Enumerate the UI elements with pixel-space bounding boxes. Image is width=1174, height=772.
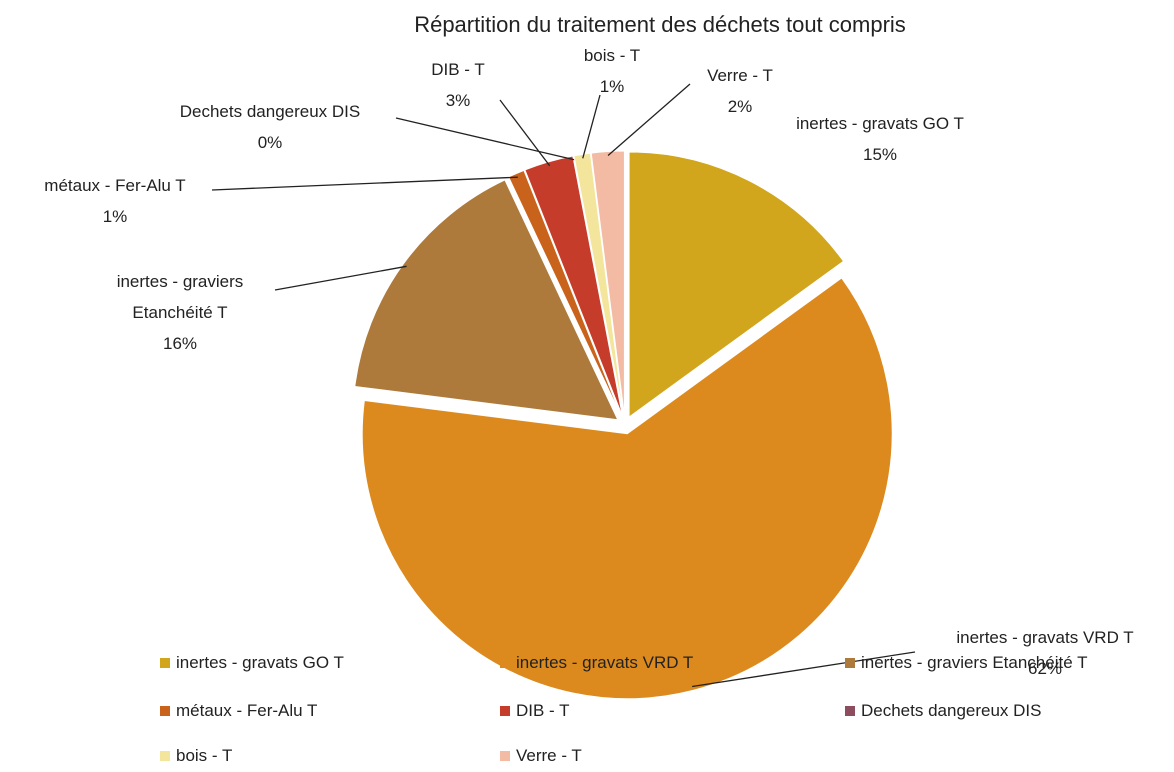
- legend-swatch: [160, 706, 170, 716]
- pie-slice: [524, 155, 623, 417]
- data-label: inertes - gravats VRD T 62%: [915, 622, 1174, 684]
- legend-swatch: [160, 751, 170, 761]
- legend-label: inertes - gravats VRD T: [516, 653, 694, 672]
- legend-label: métaux - Fer-Alu T: [176, 701, 318, 720]
- legend-label: DIB - T: [516, 701, 570, 720]
- data-label-value: 62%: [1027, 659, 1063, 678]
- legend-swatch: [160, 658, 170, 668]
- leader-line: [395, 117, 575, 161]
- leader-line: [582, 94, 601, 159]
- legend-label: inertes - graviers Etanchéité T: [861, 653, 1088, 672]
- legend-swatch: [500, 706, 510, 716]
- data-label-name: Dechets dangereux DIS: [179, 102, 361, 121]
- leader-line: [607, 83, 691, 157]
- data-label-value: 16%: [162, 334, 198, 353]
- data-label-name: inertes - gravats GO T: [796, 114, 964, 133]
- data-label-value: 2%: [727, 97, 753, 116]
- legend-item: inertes - gravats GO T: [160, 653, 344, 673]
- data-label: DIB - T 3%: [398, 54, 518, 116]
- data-label-name: Verre - T: [707, 66, 773, 85]
- pie-slice: [590, 150, 625, 417]
- data-label-name: inertes - gravats VRD T: [956, 628, 1134, 647]
- data-label: Verre - T 2%: [685, 60, 795, 122]
- data-label-value: 3%: [445, 91, 471, 110]
- leader-line: [211, 176, 518, 191]
- legend-item: métaux - Fer-Alu T: [160, 701, 317, 721]
- leader-line: [499, 99, 551, 167]
- legend-swatch: [500, 751, 510, 761]
- pie-slice: [628, 151, 845, 418]
- legend-swatch: [845, 658, 855, 668]
- legend-swatch: [500, 658, 510, 668]
- legend-label: Dechets dangereux DIS: [861, 701, 1042, 720]
- chart-title: Répartition du traitement des déchets to…: [414, 12, 906, 37]
- data-label: inertes - gravats GO T 15%: [750, 108, 1010, 170]
- data-label-value: 1%: [599, 77, 625, 96]
- pie-slice: [354, 179, 619, 421]
- data-label-name: bois - T: [583, 46, 641, 65]
- legend-item: inertes - graviers Etanchéité T: [845, 653, 1087, 673]
- legend-item: inertes - gravats VRD T: [500, 653, 693, 673]
- pie-slice: [361, 277, 893, 700]
- data-label: métaux - Fer-Alu T 1%: [5, 170, 225, 232]
- data-label-name: DIB - T: [431, 60, 485, 79]
- leader-line: [274, 265, 407, 291]
- pie-slice: [573, 152, 625, 417]
- legend-label: inertes - gravats GO T: [176, 653, 344, 672]
- legend-item: Dechets dangereux DIS: [845, 701, 1042, 721]
- data-label-value: 1%: [102, 207, 128, 226]
- legend-item: DIB - T: [500, 701, 570, 721]
- data-label: inertes - graviers Etanchéité T 16%: [80, 266, 280, 359]
- legend-swatch: [845, 706, 855, 716]
- data-label: Dechets dangereux DIS 0%: [140, 96, 400, 158]
- legend-item: Verre - T: [500, 746, 582, 766]
- data-label-name: inertes - graviers Etanchéité T: [116, 272, 244, 322]
- data-label-value: 15%: [862, 145, 898, 164]
- leader-line: [692, 651, 916, 688]
- legend-label: Verre - T: [516, 746, 582, 765]
- data-label-value: 0%: [257, 133, 283, 152]
- legend-item: bois - T: [160, 746, 232, 766]
- data-label-name: métaux - Fer-Alu T: [44, 176, 186, 195]
- legend-label: bois - T: [176, 746, 233, 765]
- data-label: bois - T 1%: [567, 40, 657, 102]
